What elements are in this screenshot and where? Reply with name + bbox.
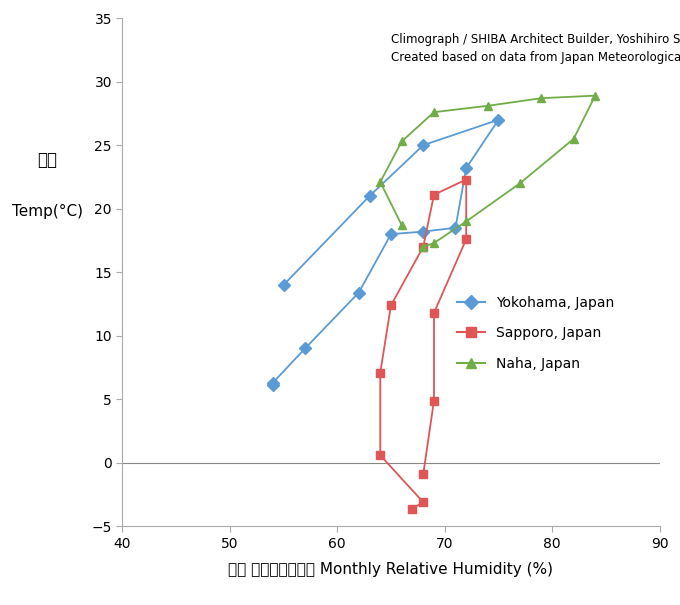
Yokohama, Japan <box>494 116 503 123</box>
X-axis label: 月別 相対湿度平均値 Monthly Relative Humidity (%): 月別 相対湿度平均値 Monthly Relative Humidity (%) <box>228 562 554 577</box>
Sapporo, Japan <box>409 505 417 512</box>
Line: Naha, Japan: Naha, Japan <box>376 91 599 251</box>
Yokohama, Japan <box>269 379 277 387</box>
Sapporo, Japan <box>387 302 395 309</box>
Sapporo, Japan <box>419 243 427 250</box>
Naha, Japan <box>430 240 438 247</box>
Yokohama, Japan <box>355 289 363 296</box>
Yokohama, Japan <box>301 345 309 352</box>
Sapporo, Japan <box>462 176 471 183</box>
Line: Yokohama, Japan: Yokohama, Japan <box>269 116 503 390</box>
Yokohama, Japan <box>419 142 427 149</box>
Naha, Japan <box>537 94 545 102</box>
Sapporo, Japan <box>419 471 427 478</box>
Naha, Japan <box>483 102 492 110</box>
Yokohama, Japan <box>269 382 277 389</box>
Yokohama, Japan <box>452 224 460 231</box>
Yokohama, Japan <box>419 228 427 235</box>
Sapporo, Japan <box>430 309 438 316</box>
Text: Climograph / SHIBA Architect Builder, Yoshihiro SHIBA
Created based on data from: Climograph / SHIBA Architect Builder, Yo… <box>391 33 680 64</box>
Sapporo, Japan <box>462 235 471 243</box>
Naha, Japan <box>398 221 406 229</box>
Yokohama, Japan <box>279 281 288 289</box>
Text: Temp(°C): Temp(°C) <box>12 204 83 219</box>
Yokohama, Japan <box>365 192 373 200</box>
Yokohama, Japan <box>462 165 471 172</box>
Sapporo, Japan <box>430 397 438 404</box>
Line: Sapporo, Japan: Sapporo, Japan <box>376 175 471 512</box>
Legend: Yokohama, Japan, Sapporo, Japan, Naha, Japan: Yokohama, Japan, Sapporo, Japan, Naha, J… <box>452 290 620 376</box>
Naha, Japan <box>419 243 427 250</box>
Sapporo, Japan <box>376 451 384 459</box>
Text: 気温: 気温 <box>37 151 57 169</box>
Yokohama, Japan <box>387 231 395 238</box>
Sapporo, Japan <box>419 499 427 506</box>
Naha, Japan <box>398 138 406 145</box>
Naha, Japan <box>430 108 438 116</box>
Naha, Japan <box>591 92 599 99</box>
Sapporo, Japan <box>430 191 438 198</box>
Naha, Japan <box>516 180 524 187</box>
Naha, Japan <box>376 178 384 186</box>
Sapporo, Japan <box>376 369 384 376</box>
Naha, Japan <box>462 218 471 225</box>
Naha, Japan <box>570 135 578 142</box>
